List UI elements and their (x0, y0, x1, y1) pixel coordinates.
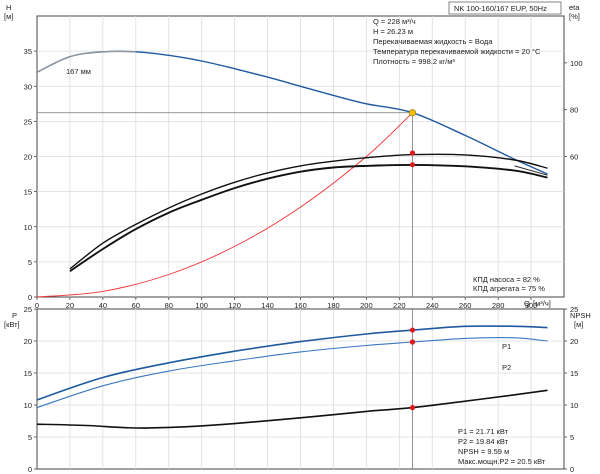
info-line: Температура перекачиваемой жидкости = 20… (373, 47, 541, 56)
title-box (448, 1, 562, 15)
p-tick-label: 20 (24, 337, 32, 346)
efficiency-tail-curve (514, 165, 548, 176)
x-tick-label: 240 (426, 301, 439, 310)
h-tick-label: 30 (24, 82, 32, 91)
info-line: Q = 228 м³/ч (373, 17, 416, 26)
p-tick-label: 0 (28, 465, 32, 474)
eff-line: КПД насоса = 82 % (473, 275, 540, 284)
npsh-tick-label: 15 (570, 369, 578, 378)
npsh-tick-label: 20 (570, 337, 578, 346)
p-tick-label: 10 (24, 401, 32, 410)
h-tick-label: 25 (24, 117, 32, 126)
x-tick-label: 20 (66, 301, 74, 310)
p-axis-unit: [кВт] (4, 320, 20, 329)
h-tick-label: 0 (28, 293, 32, 302)
info-line: NPSH = 9.59 м (458, 447, 509, 456)
x-tick-label: 280 (492, 301, 505, 310)
x-tick-label: 300 (525, 301, 538, 310)
x-tick-label: 100 (195, 301, 208, 310)
efficiency-info-block: КПД насоса = 82 % КПД агрегата = 75 % (473, 275, 545, 293)
npsh-point-marker (409, 405, 416, 411)
head-efficiency-panel: 0 20 40 60 80 100 120 140 160 180 200 220 240 260 280 3… (4, 1, 583, 310)
efficiency-point-marker (409, 150, 416, 156)
impeller-curve-label: 167 мм (66, 67, 91, 76)
npsh-tick-label: 5 (570, 433, 574, 442)
x-tick-label: 120 (228, 301, 241, 310)
x-tick-label: 200 (360, 301, 373, 310)
unit-efficiency-curve (69, 163, 548, 272)
x-tick-label: 220 (393, 301, 406, 310)
npsh-curve (36, 389, 548, 429)
npsh-tick-label: 10 (570, 401, 578, 410)
x-tick-label: 60 (132, 301, 140, 310)
npsh-axis-label: NPSH (570, 311, 591, 320)
q-axis-unit: [м³/ч] (533, 299, 551, 308)
p-axis-label: P (12, 311, 17, 320)
x-tick-label: 180 (327, 301, 340, 310)
bottom-curves (36, 325, 548, 429)
eta-tick-label: 100 (570, 59, 583, 68)
x-tick-label: 80 (165, 301, 173, 310)
efficiency-point-marker (409, 162, 416, 168)
x-tick-label: 0 (35, 301, 39, 310)
npsh-tick-label: 0 (570, 465, 574, 474)
top-ticks: 0 20 40 60 80 100 120 140 160 180 200 220 240 260 280 3… (24, 47, 583, 310)
eta-axis-label: eta (569, 3, 580, 12)
h-axis-unit: [м] (4, 12, 13, 21)
system-curve (36, 112, 413, 298)
npsh-tick-label: 25 (570, 305, 578, 314)
info-line: H = 26.23 м (373, 27, 413, 36)
p2-point-marker (409, 339, 416, 345)
eta-axis-unit: [%] (569, 12, 580, 21)
p1-curve (36, 325, 548, 401)
head-curve-start (36, 50, 136, 73)
top-curves (36, 50, 548, 298)
power-npsh-panel: 0 5 10 15 20 25 0 5 10 15 20 25 P [кВт] NPSH [м] P1… (4, 305, 591, 474)
pump-efficiency-curve (69, 153, 548, 270)
p-tick-label: 15 (24, 369, 32, 378)
h-tick-label: 5 (28, 258, 32, 267)
info-line: Плотность = 998.2 кг/м³ (373, 57, 455, 66)
x-tick-label: 260 (459, 301, 472, 310)
chart-title: NK 100-160/167 EUP, 50Hz (454, 4, 547, 13)
x-tick-label: 140 (261, 301, 274, 310)
duty-point-marker (408, 109, 417, 117)
info-line: P2 = 19.84 кВт (458, 437, 509, 446)
power-info-block: P1 = 21.71 кВт P2 = 19.84 кВт NPSH = 9.5… (458, 427, 546, 466)
npsh-axis-unit: [м] (574, 320, 583, 329)
p-tick-label: 5 (28, 433, 32, 442)
h-tick-label: 20 (24, 153, 32, 162)
x-tick-label: 160 (294, 301, 307, 310)
eta-tick-label: 60 (570, 153, 578, 162)
eff-line: КПД агрегата = 75 % (473, 284, 545, 293)
h-tick-label: 15 (24, 188, 32, 197)
p2-curve-label: P2 (502, 363, 511, 372)
info-line: Макс.мощн.P2 = 20.5 кВт (458, 457, 546, 466)
p-tick-label: 25 (24, 305, 32, 314)
bottom-ticks: 0 5 10 15 20 25 0 5 10 15 20 25 (24, 305, 579, 474)
top-points (408, 109, 417, 168)
info-line: Перекачиваемая жидкость = Вода (373, 37, 493, 46)
x-tick-label: 40 (99, 301, 107, 310)
info-line: P1 = 21.71 кВт (458, 427, 509, 436)
p1-point-marker (409, 327, 416, 333)
eta-tick-label: 80 (570, 106, 578, 115)
h-tick-label: 35 (24, 47, 32, 56)
bottom-points (409, 327, 416, 411)
h-axis-label: H (6, 3, 11, 12)
h-tick-label: 10 (24, 223, 32, 232)
duty-info-block: Q = 228 м³/ч H = 26.23 м Перекачиваемая … (373, 17, 541, 66)
p2-curve (36, 337, 548, 409)
q-axis-label: Q (524, 299, 530, 308)
p1-curve-label: P1 (502, 342, 511, 351)
